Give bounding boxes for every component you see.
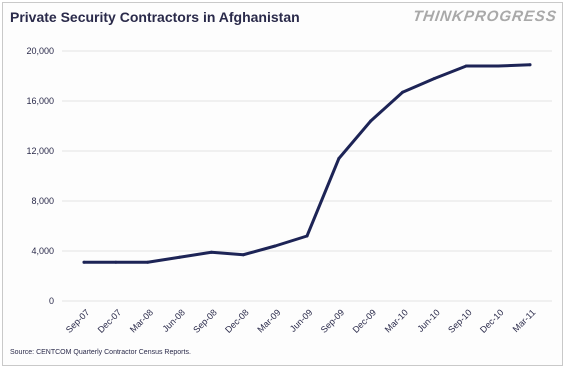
x-tick-label: Jun-08: [160, 307, 187, 334]
data-point: [464, 64, 468, 68]
y-tick-label: 12,000: [26, 146, 54, 156]
x-tick-label: Mar-10: [383, 307, 410, 334]
x-tick-label: Sep-08: [191, 307, 219, 335]
x-tick-label: Mar-09: [255, 307, 282, 334]
chart-title: Private Security Contractors in Afghanis…: [10, 9, 300, 25]
series-line: [82, 63, 532, 264]
data-point: [146, 260, 150, 264]
y-tick-label: 20,000: [26, 46, 54, 56]
y-tick-label: 0: [49, 296, 54, 306]
x-tick-label: Sep-07: [64, 307, 92, 335]
data-point: [337, 157, 341, 160]
data-point: [528, 63, 532, 67]
data-point: [496, 64, 500, 68]
data-point: [241, 253, 245, 257]
series-layer: [82, 63, 532, 264]
grid-lines: [62, 50, 552, 302]
x-tick-label: Dec-10: [478, 307, 506, 335]
y-tick-label: 4,000: [31, 246, 54, 256]
chart-frame: [2, 2, 563, 366]
x-tick-label: Dec-08: [223, 307, 251, 335]
data-point: [178, 255, 182, 259]
x-tick-label: Sep-09: [319, 307, 347, 335]
source-note: Source: CENTCOM Quarterly Contractor Cen…: [10, 349, 191, 356]
data-point: [209, 250, 213, 254]
y-axis-tick-labels: 0 4,000 8,000 12,000 16,000 20,000: [26, 46, 54, 306]
x-tick-label: Dec-07: [96, 307, 124, 335]
x-tick-label: Sep-10: [446, 307, 474, 335]
data-point: [369, 119, 373, 123]
data-point: [401, 90, 405, 94]
x-tick-label: Mar-08: [128, 307, 155, 334]
data-point: [432, 77, 436, 80]
y-tick-label: 16,000: [26, 96, 54, 106]
y-tick-label: 8,000: [31, 196, 54, 206]
x-tick-label: Jun-10: [415, 307, 442, 334]
data-point: [305, 234, 309, 238]
x-tick-label: Jun-09: [288, 307, 315, 334]
data-point: [114, 260, 118, 264]
x-tick-label: Mar-11: [511, 307, 538, 334]
data-point: [273, 244, 277, 248]
x-tick-label: Dec-09: [351, 307, 379, 335]
x-axis-tick-labels: Sep-07 Dec-07 Mar-08 Jun-08 Sep-08 Dec-08 Mar-…: [64, 307, 538, 335]
data-point: [82, 260, 86, 264]
